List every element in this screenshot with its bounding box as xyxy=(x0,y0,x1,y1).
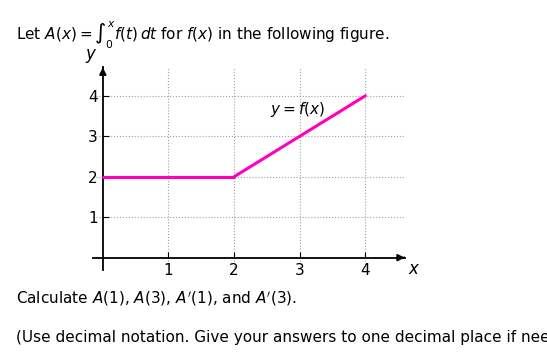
Text: (Use decimal notation. Give your answers to one decimal place if needed.): (Use decimal notation. Give your answers… xyxy=(16,330,547,345)
Text: Calculate $A(1)$, $A(3)$, $A'(1)$, and $A'(3)$.: Calculate $A(1)$, $A(3)$, $A'(1)$, and $… xyxy=(16,289,298,308)
Text: $y$: $y$ xyxy=(85,48,97,65)
Text: $y = f(x)$: $y = f(x)$ xyxy=(270,100,325,119)
Text: Let $A(x) = \int_0^x f(t)\,dt$ for $f(x)$ in the following figure.: Let $A(x) = \int_0^x f(t)\,dt$ for $f(x)… xyxy=(16,20,390,51)
Text: $x$: $x$ xyxy=(408,260,421,278)
